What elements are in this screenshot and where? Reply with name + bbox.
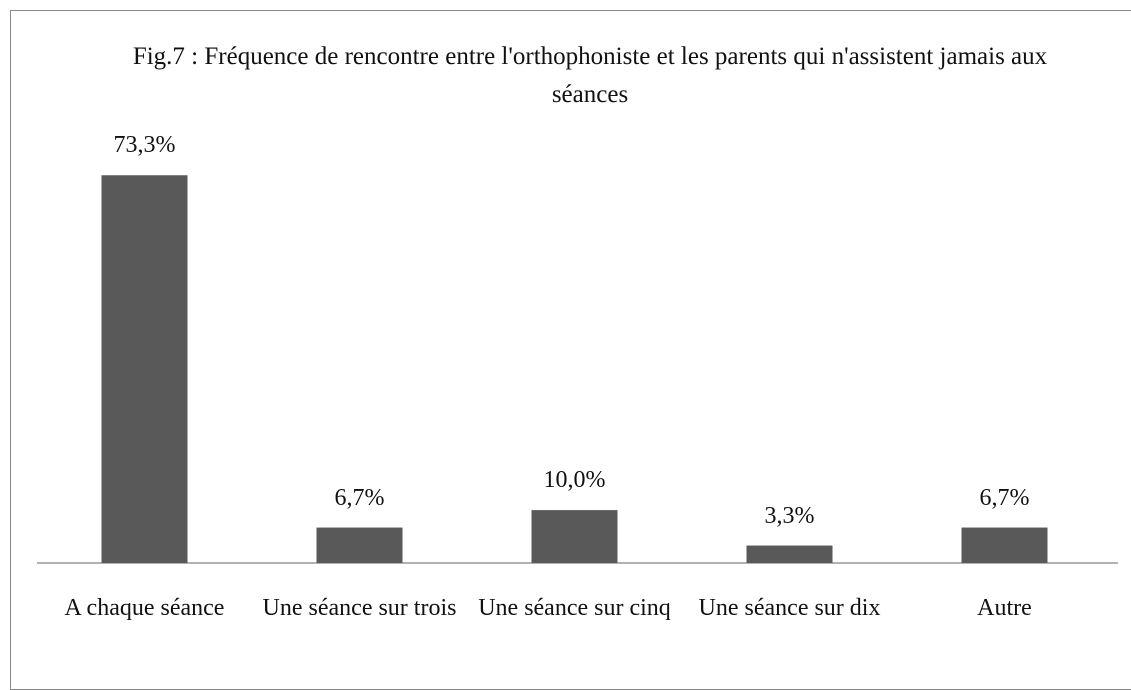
chart-title: Fig.7 : Fréquence de rencontre entre l'o… bbox=[132, 43, 1048, 108]
bar bbox=[961, 527, 1048, 563]
value-label: 3,3% bbox=[764, 502, 815, 529]
bar bbox=[746, 545, 833, 563]
x-tick-label: Autre bbox=[977, 595, 1032, 621]
bar bbox=[101, 175, 188, 564]
value-label: 6,7% bbox=[979, 484, 1030, 511]
x-tick-label: Une séance sur trois bbox=[262, 595, 457, 621]
value-label: 73,3% bbox=[113, 132, 176, 159]
x-tick-label: Une séance sur dix bbox=[698, 595, 881, 621]
x-tick-label: Une séance sur cinq bbox=[478, 595, 671, 621]
value-label: 10,0% bbox=[543, 467, 606, 494]
x-tick-label: A chaque séance bbox=[64, 595, 225, 621]
bar bbox=[531, 510, 618, 563]
value-label: 6,7% bbox=[334, 484, 385, 511]
bar bbox=[316, 527, 403, 563]
